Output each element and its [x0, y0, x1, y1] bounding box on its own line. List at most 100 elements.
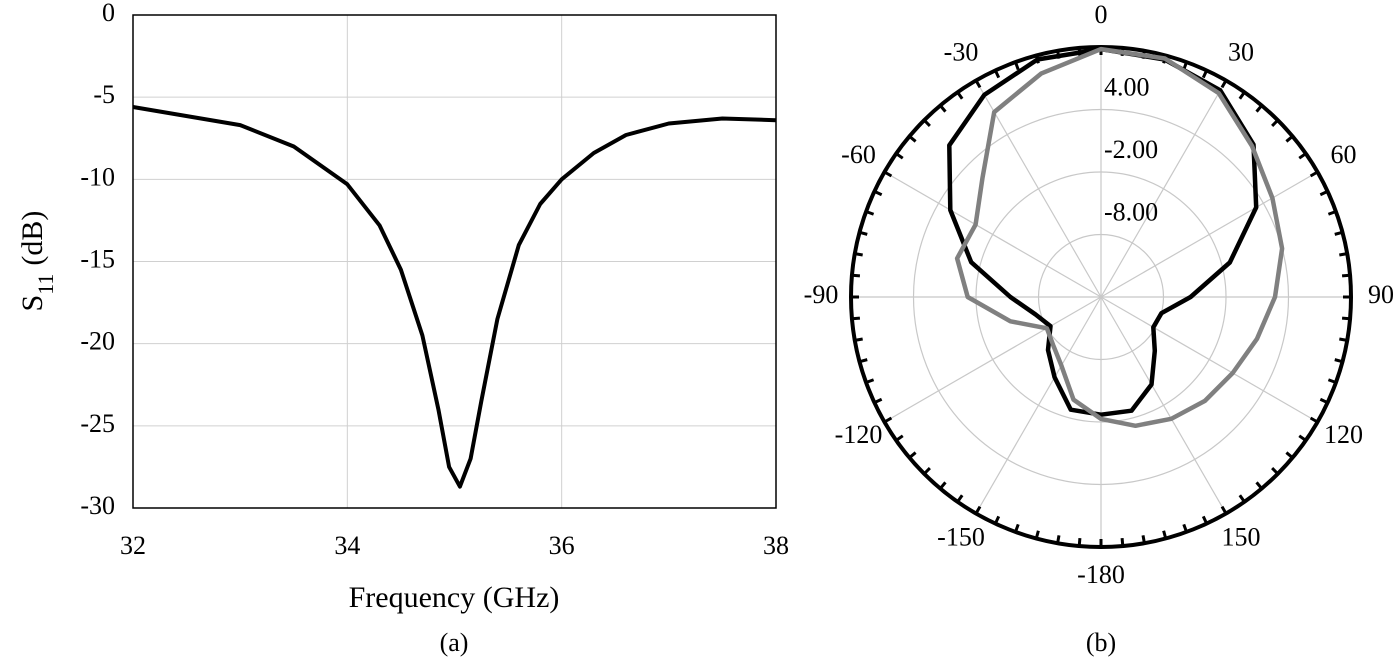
angle-label: 30	[1228, 37, 1254, 66]
y-tick-label: -25	[80, 409, 115, 438]
rim-tick	[1141, 535, 1146, 544]
x-tick-label: 32	[120, 531, 146, 560]
rim-tick	[1319, 189, 1329, 197]
rim-tick	[939, 481, 947, 490]
y-tick-label: -30	[80, 491, 115, 520]
rim-tick	[993, 515, 1001, 525]
rim-tick	[859, 358, 868, 364]
rim-tick	[851, 273, 861, 278]
rim-tick	[851, 316, 861, 321]
rim-tick	[923, 467, 931, 475]
rim-tick	[1238, 494, 1246, 503]
grid-ring	[912, 108, 1290, 486]
angle-label: 60	[1330, 140, 1356, 169]
rim-tick	[1309, 416, 1319, 424]
rim-tick	[1339, 337, 1348, 342]
rim-tick	[873, 189, 883, 197]
angle-label: -60	[841, 140, 876, 169]
grid-ring	[1037, 233, 1165, 361]
rim-tick	[1327, 210, 1337, 216]
rim-tick	[1298, 152, 1307, 160]
radial-label: 4.00	[1104, 72, 1150, 101]
y-label-subscript: 11	[33, 274, 58, 295]
y-label-unit: (dB)	[16, 211, 49, 266]
angle-label: 0	[1095, 0, 1108, 29]
rim-tick	[1220, 505, 1228, 515]
y-tick-label: -15	[80, 244, 115, 273]
pattern-line	[954, 46, 1285, 429]
radial-label: -8.00	[1104, 197, 1158, 226]
y-label-text: S	[16, 295, 49, 312]
rim-tick	[1341, 273, 1351, 278]
rim-tick	[865, 210, 875, 216]
rim-tick	[895, 152, 904, 160]
angle-label: 90	[1368, 280, 1394, 309]
rim-tick	[1285, 451, 1294, 459]
rim-tick	[1309, 170, 1319, 178]
y-tick-label: -5	[93, 80, 115, 109]
rim-tick	[1220, 79, 1228, 89]
rim-tick	[854, 252, 863, 257]
x-tick-label: 36	[549, 531, 575, 560]
rim-tick	[1341, 316, 1351, 321]
rim-tick	[1014, 523, 1020, 533]
rim-tick	[859, 230, 868, 236]
rim-tick	[1255, 481, 1263, 490]
caption: (b)	[1086, 628, 1116, 657]
rim-tick	[974, 79, 982, 89]
rim-tick	[1319, 397, 1329, 405]
x-axis-label: Frequency (GHz)	[349, 581, 560, 614]
rim-tick	[873, 397, 883, 405]
rim-tick	[1056, 535, 1061, 544]
rim-tick	[1271, 467, 1279, 475]
rim-tick	[883, 416, 893, 424]
rim-tick	[1201, 69, 1209, 79]
data-line	[132, 105, 777, 489]
rim-tick	[908, 451, 917, 459]
rim-tick	[865, 378, 875, 384]
rim-tick	[1014, 61, 1020, 71]
rim-tick	[1298, 434, 1307, 442]
rim-tick	[1339, 252, 1348, 257]
rim-tick	[993, 69, 1001, 79]
rim-tick	[956, 91, 964, 100]
rim-tick	[1120, 537, 1125, 547]
x-tick-label: 34	[334, 531, 360, 560]
rim-tick	[895, 434, 904, 442]
y-tick-label: -10	[80, 162, 115, 191]
rim-tick	[956, 494, 964, 503]
rim-tick	[1238, 91, 1246, 100]
rim-tick	[1334, 230, 1343, 236]
y-axis-label: S11 (dB)	[16, 211, 58, 312]
plot-frame	[132, 14, 777, 509]
angle-label: -30	[944, 37, 979, 66]
rim-tick	[1034, 530, 1040, 539]
angle-label: -150	[937, 522, 985, 551]
y-tick-label: 0	[102, 0, 115, 27]
angle-label: -180	[1077, 560, 1125, 589]
x-tick-label: 38	[763, 531, 789, 560]
rim-tick	[923, 119, 931, 127]
rim-tick	[1255, 104, 1263, 113]
rim-tick	[974, 505, 982, 515]
angle-label: -120	[835, 420, 883, 449]
rim-tick	[908, 135, 917, 143]
caption: (a)	[440, 628, 469, 657]
rim-tick	[883, 170, 893, 178]
radial-label: -2.00	[1104, 135, 1158, 164]
rim-tick	[1334, 358, 1343, 364]
rim-tick	[939, 104, 947, 113]
rim-tick	[1162, 530, 1168, 539]
rim-tick	[854, 337, 863, 342]
rim-tick	[1285, 135, 1294, 143]
angle-label: 120	[1324, 420, 1363, 449]
pattern-line	[947, 46, 1259, 417]
rim-tick	[1201, 515, 1209, 525]
rim-tick	[1327, 378, 1337, 384]
rim-tick	[1271, 119, 1279, 127]
angle-label: 150	[1222, 522, 1261, 551]
rim-tick	[1182, 523, 1188, 533]
rim-tick	[1077, 537, 1082, 547]
angle-label: -90	[804, 280, 839, 309]
grid-ring	[975, 171, 1227, 423]
